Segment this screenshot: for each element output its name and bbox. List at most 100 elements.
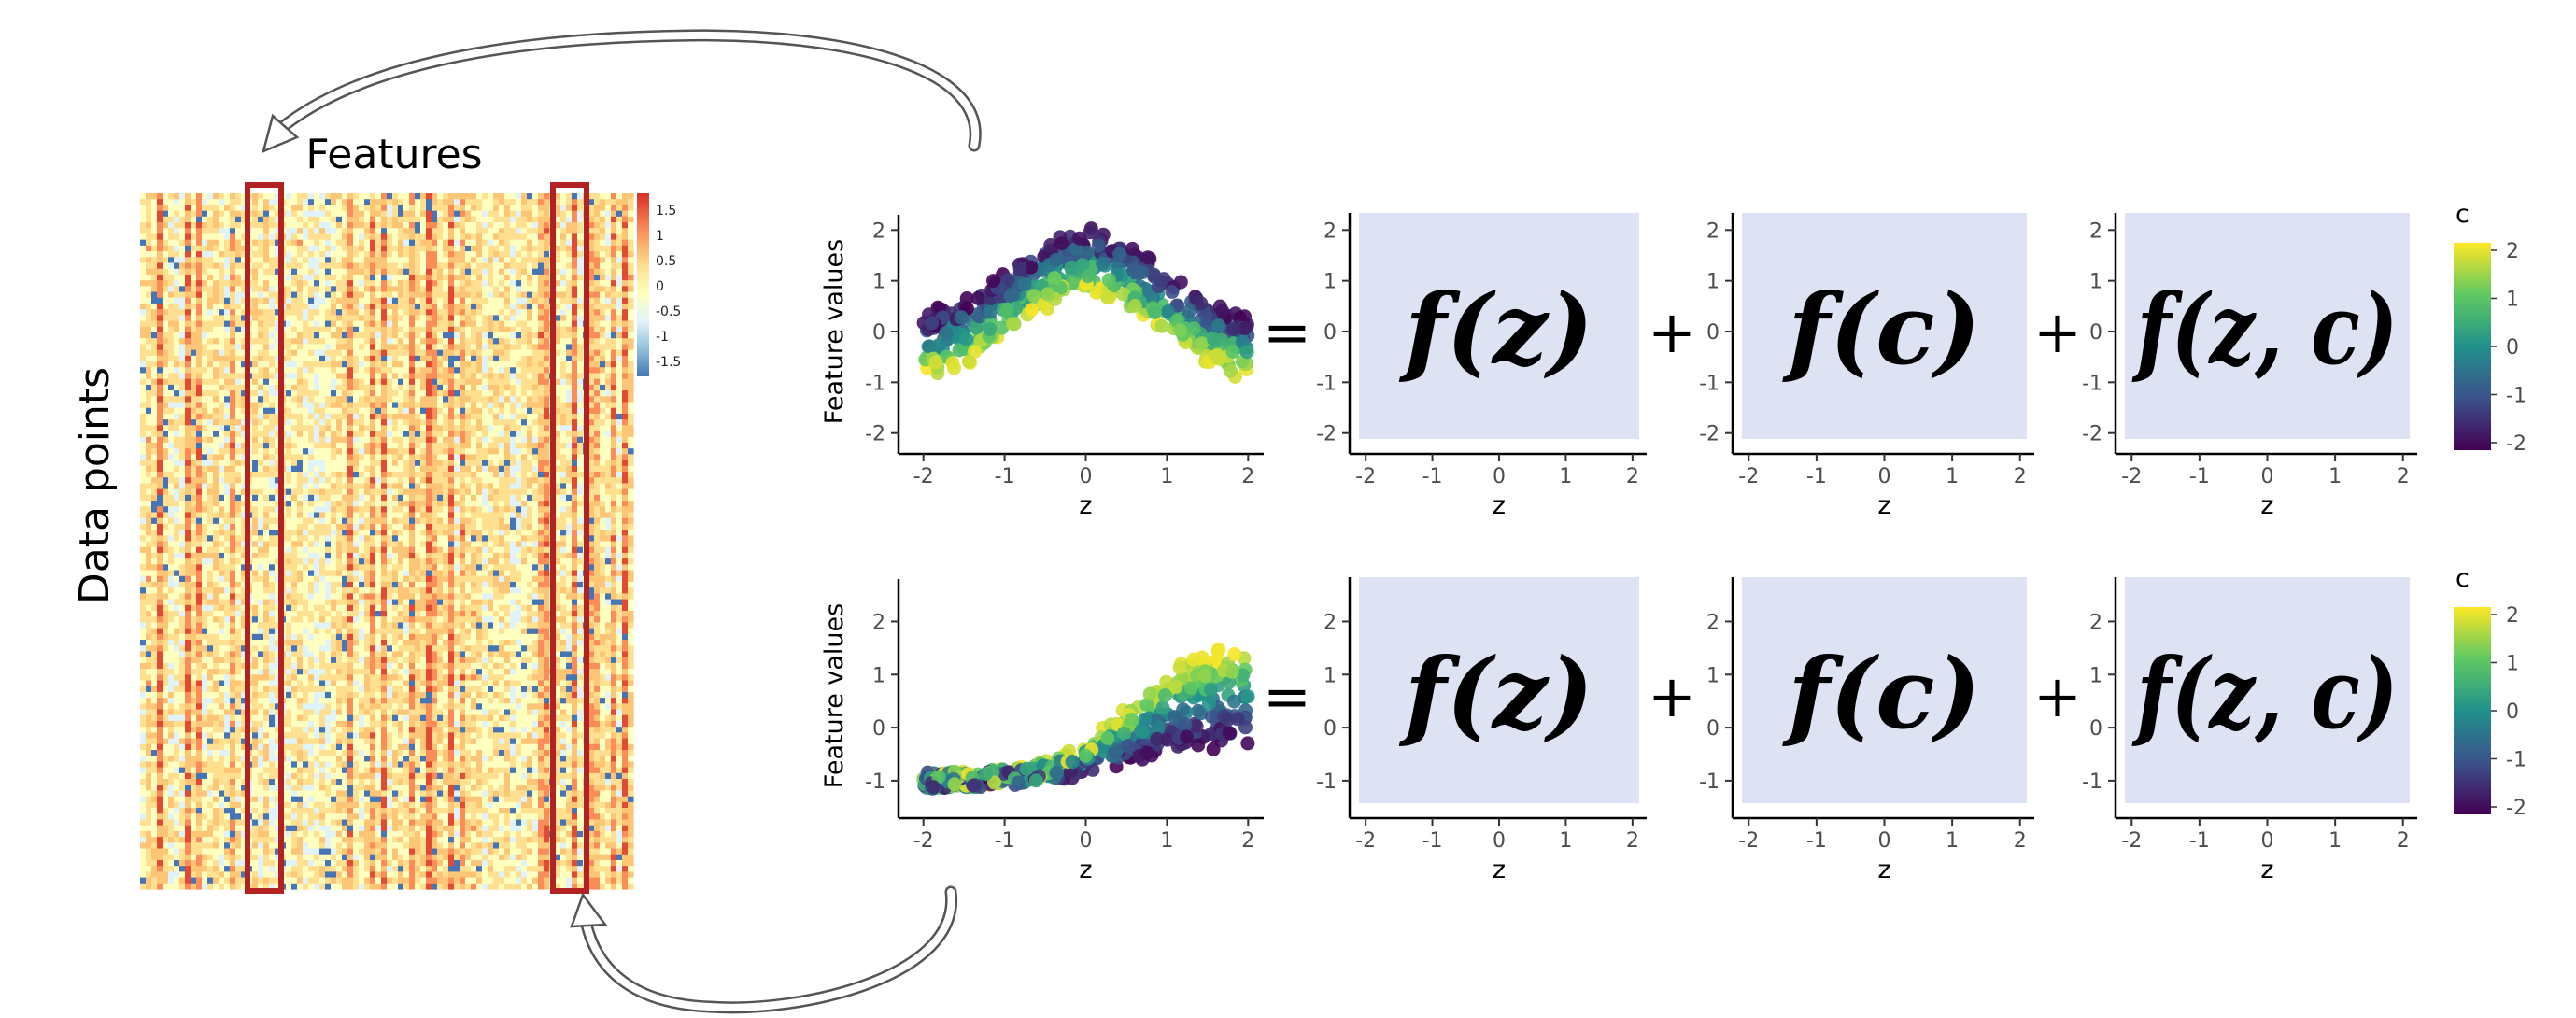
heatmap-cell bbox=[347, 790, 354, 798]
heatmap-cell bbox=[168, 564, 175, 572]
heatmap-cell bbox=[179, 286, 186, 293]
heatmap-cell bbox=[303, 257, 309, 264]
heatmap-cell bbox=[353, 680, 360, 687]
heatmap-cell bbox=[213, 738, 219, 745]
heatmap-cell bbox=[157, 558, 163, 565]
heatmap-cell bbox=[163, 448, 169, 455]
heatmap-cell bbox=[224, 743, 231, 751]
heatmap-cell bbox=[364, 691, 371, 699]
heatmap-cell bbox=[364, 309, 371, 316]
heatmap-cell bbox=[325, 859, 332, 867]
heatmap-cell bbox=[275, 564, 281, 572]
heatmap-cell bbox=[297, 546, 304, 554]
heatmap-cell bbox=[269, 210, 276, 218]
heatmap-cell bbox=[185, 743, 191, 751]
heatmap-cell bbox=[325, 616, 332, 624]
heatmap-cell bbox=[331, 796, 337, 803]
heatmap-cell bbox=[235, 338, 242, 346]
heatmap-cell bbox=[185, 268, 191, 276]
heatmap-cell bbox=[179, 407, 186, 415]
heatmap-cell bbox=[325, 193, 332, 200]
heatmap-cell bbox=[157, 842, 163, 850]
heatmap-cell bbox=[319, 216, 326, 223]
heatmap-cell bbox=[263, 813, 270, 821]
heatmap-cell bbox=[258, 413, 264, 420]
heatmap-cell bbox=[146, 460, 152, 467]
heatmap-cell bbox=[308, 477, 315, 485]
heatmap-cell bbox=[196, 280, 203, 287]
heatmap-cell bbox=[286, 651, 292, 658]
heatmap-cell bbox=[202, 703, 208, 711]
heatmap-cell bbox=[185, 436, 191, 444]
heatmap-cell bbox=[303, 193, 309, 200]
heatmap-cell bbox=[364, 825, 371, 832]
heatmap-cell bbox=[163, 599, 169, 606]
heatmap-cell bbox=[336, 772, 343, 780]
heatmap-cell bbox=[308, 558, 315, 565]
heatmap-cell bbox=[219, 657, 225, 664]
heatmap-cell bbox=[252, 233, 259, 241]
heatmap-cell bbox=[325, 199, 332, 206]
heatmap-cell bbox=[286, 448, 292, 455]
heatmap-cell bbox=[230, 326, 236, 333]
heatmap-cell bbox=[342, 616, 348, 624]
heatmap-cell bbox=[314, 727, 320, 733]
heatmap-cell bbox=[252, 651, 259, 658]
heatmap-cell bbox=[252, 558, 259, 565]
heatmap-cell bbox=[252, 756, 259, 763]
heatmap-cell bbox=[202, 848, 208, 855]
heatmap-cell bbox=[275, 750, 281, 756]
heatmap-cell bbox=[314, 262, 320, 270]
heatmap-cell bbox=[191, 442, 197, 449]
heatmap-cell bbox=[179, 216, 186, 223]
heatmap-cell bbox=[258, 286, 264, 293]
heatmap-cell bbox=[151, 750, 158, 756]
heatmap-cell bbox=[325, 291, 332, 299]
heatmap-cell bbox=[196, 587, 203, 594]
heatmap-cell bbox=[291, 691, 298, 699]
heatmap-cell bbox=[168, 465, 175, 473]
heatmap-cell bbox=[336, 732, 343, 740]
heatmap-cell bbox=[168, 332, 175, 339]
heatmap-cell bbox=[275, 698, 281, 704]
heatmap-cell bbox=[230, 866, 236, 872]
heatmap-cell bbox=[286, 280, 292, 287]
heatmap-cell bbox=[140, 274, 147, 281]
heatmap-cell bbox=[331, 501, 337, 507]
heatmap-cell bbox=[353, 396, 360, 403]
heatmap-cell bbox=[336, 251, 343, 258]
heatmap-cell bbox=[140, 756, 147, 763]
heatmap-cell bbox=[308, 779, 315, 785]
heatmap-cell bbox=[353, 268, 360, 276]
heatmap-cell bbox=[219, 819, 225, 827]
heatmap-cell bbox=[224, 257, 231, 264]
heatmap-cell bbox=[370, 205, 376, 212]
heatmap-cell bbox=[252, 801, 259, 809]
heatmap-cell bbox=[235, 703, 242, 711]
heatmap-cell bbox=[370, 326, 376, 333]
heatmap-cell bbox=[230, 599, 236, 606]
heatmap-cell bbox=[370, 535, 376, 543]
heatmap-cell bbox=[269, 645, 276, 653]
heatmap-cell bbox=[269, 790, 276, 798]
heatmap-cell bbox=[191, 454, 197, 461]
heatmap-cell bbox=[347, 877, 354, 884]
heatmap-cell bbox=[275, 552, 281, 559]
heatmap-cell bbox=[258, 767, 264, 774]
heatmap-cell bbox=[219, 477, 225, 485]
heatmap-cell bbox=[202, 239, 208, 247]
heatmap-cell bbox=[269, 384, 276, 391]
heatmap-cell bbox=[168, 535, 175, 543]
heatmap-cell bbox=[303, 262, 309, 270]
heatmap-cell bbox=[224, 604, 231, 612]
heatmap-cell bbox=[163, 750, 169, 756]
heatmap-cell bbox=[163, 657, 169, 664]
heatmap-cell bbox=[219, 384, 225, 391]
heatmap-cell bbox=[336, 488, 343, 496]
heatmap-cell bbox=[168, 477, 175, 485]
heatmap-cell bbox=[353, 199, 360, 206]
heatmap-cell bbox=[331, 378, 337, 386]
heatmap-cell bbox=[196, 309, 203, 316]
heatmap-cell bbox=[163, 570, 169, 577]
heatmap-cell bbox=[202, 761, 208, 769]
